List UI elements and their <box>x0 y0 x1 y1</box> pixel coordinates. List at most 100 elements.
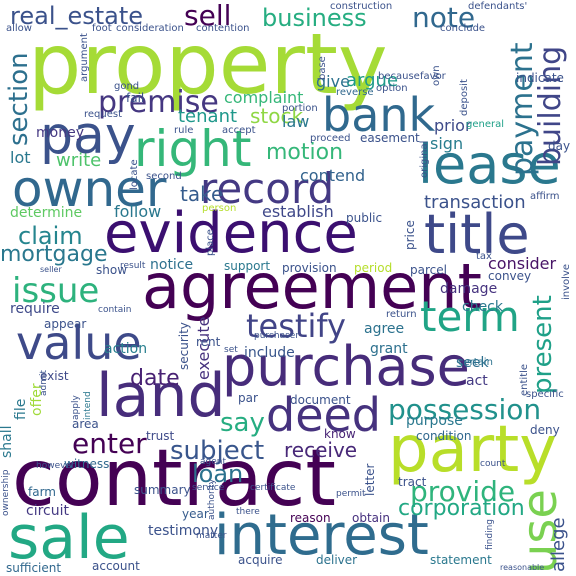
word-day: day <box>548 139 571 153</box>
word-seller: seller <box>40 265 62 274</box>
word-ownership: ownership <box>1 469 11 516</box>
word-give: give <box>316 72 350 91</box>
word-tenant: tenant <box>178 106 238 127</box>
word-argument: argument <box>79 33 90 82</box>
word-involve: involve <box>561 263 572 300</box>
word-complaint: complaint <box>224 88 304 107</box>
word-second: second <box>146 171 182 182</box>
word-write: write <box>56 150 102 171</box>
word-pay: pay <box>40 106 136 166</box>
word-convey: convey <box>488 269 532 283</box>
word-person: person <box>202 203 237 214</box>
word-property: property <box>28 15 388 113</box>
word-year: year <box>182 507 209 521</box>
word-conclude: conclude <box>440 23 486 34</box>
word-because: because <box>378 71 420 82</box>
word-allege: allege <box>548 517 569 572</box>
word-purchaser: purchaser <box>254 331 300 341</box>
word-receive: receive <box>284 438 358 462</box>
word-claim: claim <box>18 222 83 250</box>
word-favor: favor <box>420 71 446 82</box>
word-base: base <box>317 56 328 80</box>
word-apply: apply <box>71 395 81 420</box>
word-tax: tax <box>476 251 492 262</box>
word-however: however <box>36 461 75 471</box>
word-land: land <box>96 361 226 431</box>
word-agent: agent <box>200 457 226 467</box>
word-take: take <box>180 182 224 206</box>
word-value: value <box>16 316 142 370</box>
word-provision: provision <box>282 261 337 275</box>
word-authority: authority <box>207 478 217 520</box>
word-accept: accept <box>222 125 256 136</box>
word-sale: sale <box>8 503 130 573</box>
word-establish: establish <box>262 202 334 221</box>
word-notice: notice <box>150 257 194 273</box>
word-say: say <box>220 408 265 438</box>
word-mortgage: mortgage <box>0 242 108 267</box>
word-present: present <box>528 295 558 394</box>
word-condition: condition <box>416 429 472 443</box>
word-parcel: parcel <box>410 263 447 277</box>
word-contend: contend <box>300 166 366 185</box>
word-term: term <box>420 292 520 341</box>
word-consideration: consideration <box>116 23 184 34</box>
word-party: party <box>388 413 558 487</box>
word-check: check <box>462 299 503 315</box>
word-lease: lease <box>418 133 561 196</box>
word-set: set <box>224 345 238 355</box>
word-premise: premise <box>98 85 219 120</box>
word-sufficient: sufficient <box>6 561 62 575</box>
word-result: result <box>120 261 146 271</box>
word-agreement: agreement <box>142 250 482 323</box>
word-original: original <box>419 140 430 178</box>
word-act: act <box>466 373 488 389</box>
word-subject: subject <box>170 436 265 466</box>
word-security: security <box>177 322 191 370</box>
word-grant: grant <box>370 341 408 357</box>
word-easement: easement <box>360 131 420 145</box>
word-real-estate: real_estate <box>10 2 144 30</box>
word-proceed: proceed <box>310 133 351 144</box>
word-know: know <box>324 427 356 441</box>
word-defendants: defendants' <box>468 1 528 12</box>
word-price: price <box>403 220 417 250</box>
word-certificate: certificate <box>250 483 296 493</box>
word-seek: seek <box>456 355 489 371</box>
word-count: count <box>480 459 506 469</box>
word-summary: summary <box>134 483 191 497</box>
word-require: require <box>10 301 60 317</box>
word-follow: follow <box>114 202 162 221</box>
word-law: law <box>282 112 310 131</box>
word-exist: exist <box>40 369 69 383</box>
word-affirm: affirm <box>530 191 560 202</box>
word-own: own <box>431 65 442 86</box>
word-action: action <box>104 341 148 357</box>
word-general: general <box>466 119 505 130</box>
word-purchase: purchase <box>222 335 470 398</box>
word-deposit: deposit <box>459 79 470 116</box>
word-public: public <box>346 211 383 225</box>
word-evidence: evidence <box>104 201 358 266</box>
word-testimony: testimony <box>148 523 219 539</box>
word-acquire: acquire <box>238 553 283 567</box>
word-argue: argue <box>346 70 399 91</box>
word-include: include <box>244 345 295 361</box>
word-account: account <box>92 559 140 573</box>
word-appear: appear <box>44 317 87 331</box>
word-sell: sell <box>184 0 232 32</box>
word-stock: stock <box>250 104 304 128</box>
word-agree: agree <box>364 321 405 337</box>
word-lot: lot <box>10 148 31 167</box>
word-service: service <box>192 483 225 493</box>
word-bank: bank <box>322 88 436 142</box>
word-contention: contention <box>196 23 250 34</box>
word-period: period <box>354 261 393 275</box>
word-specific: specific <box>526 389 564 400</box>
word-interest: interest <box>214 503 429 568</box>
word-trust: trust <box>146 429 175 443</box>
word-tract: tract <box>398 475 427 489</box>
word-damage: damage <box>440 281 498 297</box>
word-finding: finding <box>485 518 495 550</box>
word-sign: sign <box>430 134 464 153</box>
